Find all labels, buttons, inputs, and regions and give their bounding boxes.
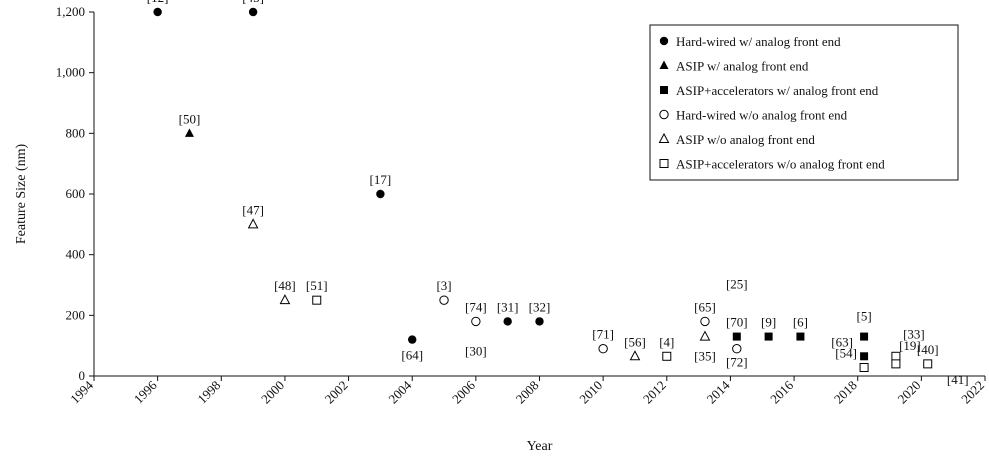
reference-label: [51] [306, 278, 328, 293]
reference-label: [32] [529, 299, 551, 314]
reference-label: [65] [694, 299, 716, 314]
reference-label: [12] [147, 0, 169, 5]
data-point [796, 332, 805, 341]
data-point [923, 359, 933, 369]
legend-entry-label: ASIP w/o analog front end [676, 132, 815, 147]
legend-box [649, 24, 959, 181]
reference-label: [40] [917, 342, 939, 357]
reference-label: [48] [274, 278, 296, 293]
data-point [408, 335, 417, 344]
reference-label: [45] [242, 0, 264, 5]
data-point [891, 351, 901, 361]
reference-label: [50] [179, 111, 201, 126]
data-point [535, 317, 544, 326]
legend-entry-label: Hard-wired w/o analog front end [676, 108, 848, 123]
y-tick-label: 1,000 [56, 65, 85, 80]
data-point [699, 330, 711, 341]
legend-marker [659, 60, 669, 69]
data-point [247, 218, 259, 229]
data-point [279, 294, 291, 305]
y-tick-label: 800 [66, 125, 86, 140]
data-point [439, 295, 449, 305]
data-point [860, 352, 869, 361]
reference-label: [64] [401, 348, 423, 363]
data-point [312, 295, 322, 305]
reference-label: [47] [242, 202, 264, 217]
data-point [860, 332, 869, 341]
reference-label: [33] [903, 326, 925, 341]
legend-entry-label: ASIP w/ analog front end [676, 59, 809, 74]
legend-marker [659, 109, 669, 120]
reference-label: [72] [726, 355, 748, 370]
reference-label: [19] [899, 338, 921, 353]
reference-label: [30] [465, 343, 487, 358]
reference-label: [56] [624, 334, 646, 349]
reference-label: [63] [831, 334, 853, 349]
data-point [503, 317, 512, 326]
reference-label: [25] [726, 277, 748, 292]
data-point [376, 189, 385, 199]
y-tick-label: 0 [79, 368, 86, 383]
data-point [764, 332, 773, 341]
data-point [629, 350, 641, 361]
data-marks [153, 7, 933, 373]
reference-label: [3] [436, 278, 451, 293]
y-tick-label: 200 [66, 307, 86, 322]
data-point [248, 7, 258, 17]
legend-entry-label: Hard-wired w/ analog front end [676, 34, 841, 49]
data-point [732, 332, 741, 341]
data-point [598, 344, 608, 354]
reference-label: [6] [793, 315, 808, 330]
y-tick-label: 600 [66, 186, 86, 201]
reference-label: [17] [370, 172, 392, 187]
legend-entry-label: ASIP+accelerators w/ analog front end [676, 83, 879, 98]
data-point [184, 128, 194, 137]
data-point [662, 351, 672, 361]
legend: Hard-wired w/ analog front end ASIP w/ an… [649, 24, 959, 181]
x-axis-title: Year [527, 439, 553, 454]
reference-label: [4] [659, 334, 674, 349]
data-point [153, 7, 162, 17]
reference-label: [70] [726, 315, 748, 330]
reference-label: [9] [761, 315, 776, 330]
reference-labels: [12] [45] [17] [64] [74] [31] [32] [50] [70] [9] [… [147, 0, 969, 387]
reference-label: [74] [465, 299, 487, 314]
data-point [891, 359, 901, 369]
data-point [859, 363, 869, 373]
legend-marker [659, 159, 669, 168]
legend-marker [660, 86, 668, 94]
data-point [700, 316, 710, 327]
reference-label: [31] [497, 299, 519, 314]
y-axis-title: Feature Size (nm) [14, 144, 29, 245]
data-point [471, 316, 481, 327]
legend-marker [659, 36, 669, 46]
legend-entry-label: ASIP+accelerators w/o analog front end [676, 157, 885, 172]
reference-label: [35] [694, 349, 716, 364]
data-point [732, 344, 742, 354]
legend-marker [658, 132, 670, 143]
reference-label: [54] [835, 346, 857, 361]
reference-label: [71] [592, 327, 614, 342]
reference-label: [41] [947, 372, 969, 387]
reference-label: [5] [856, 309, 871, 324]
y-tick-label: 1,200 [56, 4, 85, 19]
y-tick-label: 400 [66, 247, 86, 262]
